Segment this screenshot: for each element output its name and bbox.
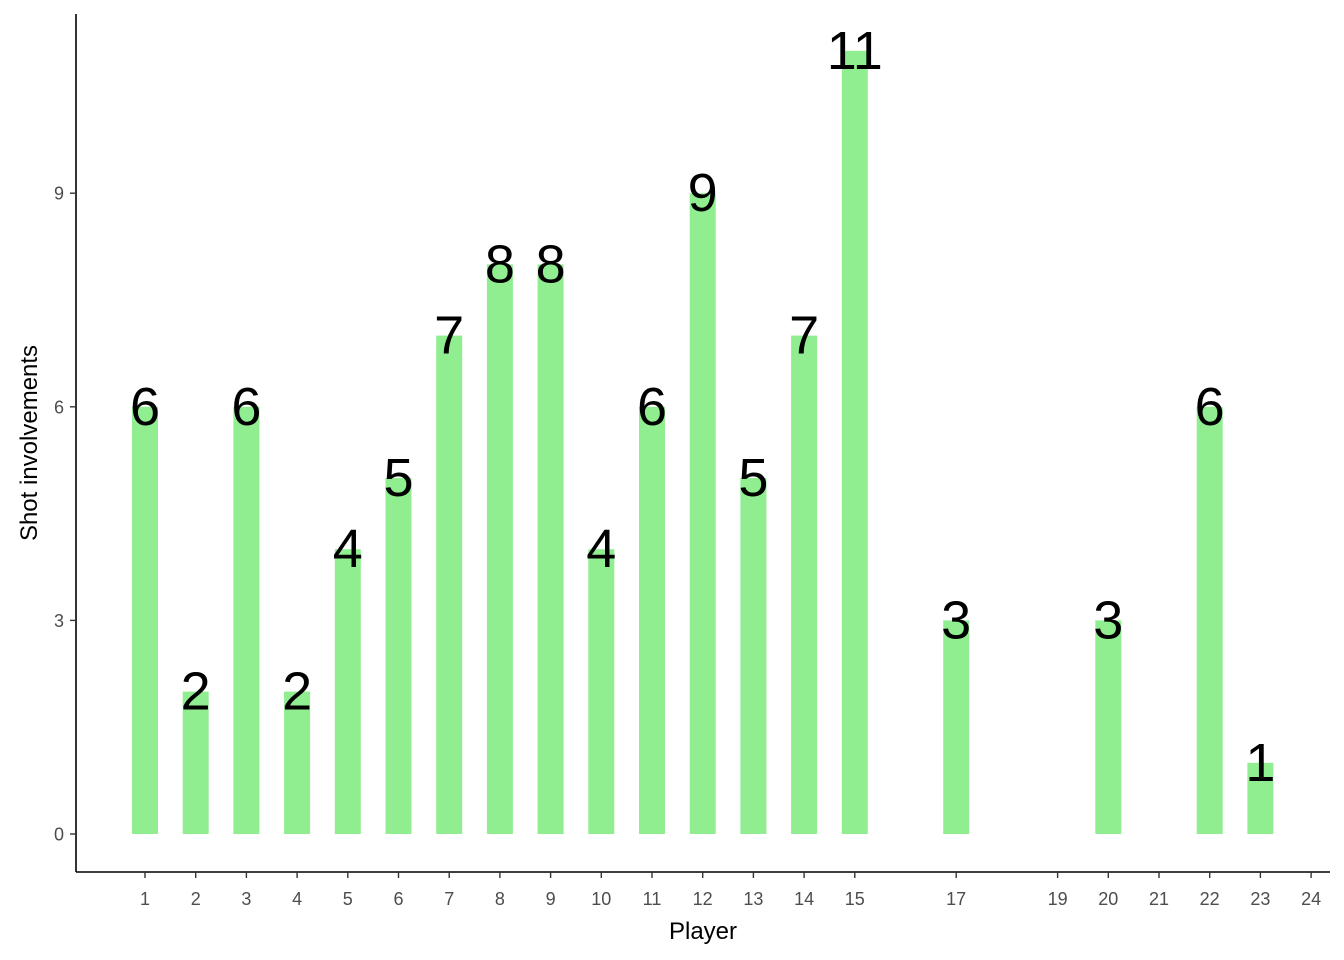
bar-player-23 [1247, 762, 1274, 834]
x-tick-label-12: 12 [693, 889, 713, 909]
data-label-player-12: 9 [688, 163, 718, 223]
data-label-player-22: 6 [1195, 377, 1225, 437]
data-label-player-6: 5 [383, 448, 413, 508]
data-label-player-3: 6 [231, 377, 261, 437]
data-label-player-2: 2 [181, 662, 211, 722]
bar-player-6 [385, 478, 412, 834]
x-tick-label-23: 23 [1250, 889, 1270, 909]
bar-player-3 [233, 406, 260, 834]
data-label-player-4: 2 [282, 662, 312, 722]
data-label-player-5: 4 [333, 519, 363, 579]
x-tick-label-17: 17 [946, 889, 966, 909]
x-tick-label-2: 2 [191, 889, 201, 909]
x-tick-label-8: 8 [495, 889, 505, 909]
bar-player-15 [841, 50, 868, 835]
bar-player-17 [943, 620, 970, 834]
x-tick-label-24: 24 [1301, 889, 1321, 909]
bar-player-8 [486, 264, 513, 834]
x-tick-label-10: 10 [591, 889, 611, 909]
y-tick-label-0: 0 [54, 825, 64, 845]
x-tick-label-6: 6 [393, 889, 403, 909]
data-label-player-9: 8 [536, 234, 566, 294]
bar-player-11 [639, 406, 665, 834]
bar-player-10 [588, 549, 615, 834]
x-tick-label-20: 20 [1098, 889, 1118, 909]
x-tick-label-5: 5 [343, 889, 353, 909]
bar-player-20 [1095, 620, 1122, 834]
data-label-player-20: 3 [1093, 590, 1123, 650]
data-label-player-23: 1 [1245, 733, 1275, 793]
bar-player-4 [284, 691, 311, 834]
y-ticks-layer: 0 3 6 9 [54, 184, 76, 845]
x-tick-label-1: 1 [140, 889, 150, 909]
bar-player-14 [791, 335, 818, 834]
x-tick-label-4: 4 [292, 889, 302, 909]
y-tick-label-3: 3 [54, 611, 64, 631]
x-tick-label-15: 15 [845, 889, 865, 909]
y-tick-label-6: 6 [54, 397, 64, 417]
x-tick-label-7: 7 [444, 889, 454, 909]
bar-player-9 [537, 264, 564, 834]
data-label-player-13: 5 [738, 448, 768, 508]
x-ticks-layer: 1 2 3 4 5 6 7 8 9 10 11 12 13 14 15 17 19 20 21 22 23 24 [140, 872, 1321, 909]
bar-player-13 [740, 478, 767, 834]
x-tick-label-11: 11 [643, 889, 662, 909]
x-tick-label-21: 21 [1149, 889, 1169, 909]
bar-player-1 [132, 406, 158, 834]
data-label-player-10: 4 [586, 519, 616, 579]
data-label-player-15: 11 [827, 21, 883, 81]
data-label-player-1: 6 [130, 377, 160, 437]
bar-player-22 [1196, 406, 1223, 834]
y-axis-title: Shot involvements [16, 345, 43, 541]
data-label-player-14: 7 [789, 306, 819, 366]
x-tick-label-13: 13 [743, 889, 763, 909]
x-tick-label-19: 19 [1048, 889, 1068, 909]
x-tick-label-14: 14 [794, 889, 814, 909]
data-label-player-8: 8 [485, 234, 515, 294]
bar-player-5 [334, 549, 361, 834]
bar-player-2 [182, 691, 209, 834]
bars-layer [132, 50, 1274, 835]
x-tick-label-9: 9 [546, 889, 556, 909]
y-tick-label-9: 9 [54, 184, 64, 204]
data-label-player-17: 3 [941, 590, 971, 650]
x-tick-label-22: 22 [1200, 889, 1220, 909]
bar-player-7 [436, 335, 463, 834]
bar-player-12 [689, 193, 716, 834]
x-axis-title: Player [669, 918, 737, 945]
x-tick-label-3: 3 [241, 889, 251, 909]
data-label-player-7: 7 [434, 306, 464, 366]
data-label-player-11: 6 [637, 377, 667, 437]
